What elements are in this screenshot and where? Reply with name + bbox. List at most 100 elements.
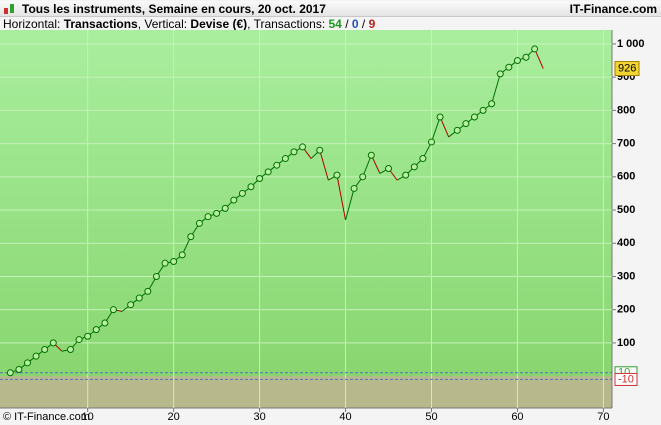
reference-value: -10 xyxy=(618,373,634,385)
y-tick-label: 800 xyxy=(617,104,635,116)
point xyxy=(488,100,496,108)
point xyxy=(531,45,539,53)
y-tick-label: 100 xyxy=(617,337,635,349)
segment xyxy=(534,48,544,69)
point xyxy=(41,346,49,354)
point xyxy=(496,70,504,78)
point xyxy=(333,171,341,179)
point xyxy=(109,306,117,314)
point xyxy=(316,146,324,154)
point xyxy=(453,126,461,134)
negative-area xyxy=(0,376,612,408)
y-tick-label: 400 xyxy=(617,237,635,249)
point xyxy=(256,174,264,182)
point xyxy=(161,259,169,267)
point xyxy=(385,165,393,173)
y-tick-label: 200 xyxy=(617,304,635,316)
y-tick-label: 300 xyxy=(617,270,635,282)
point xyxy=(49,339,57,347)
point xyxy=(402,171,410,179)
point xyxy=(66,346,74,354)
point xyxy=(436,113,444,121)
point xyxy=(221,204,229,212)
subtitle-part: 9 xyxy=(368,17,376,31)
subtitle-part: 54 xyxy=(328,17,342,31)
point xyxy=(75,336,83,344)
subtitle-part: , Vertical: xyxy=(137,17,191,31)
reference-box xyxy=(614,372,638,386)
source: IT-Finance.com xyxy=(569,2,657,16)
x-tick-label: 70 xyxy=(597,411,609,423)
y-tick-label: 1 000 xyxy=(617,38,645,50)
point xyxy=(299,143,307,151)
point xyxy=(505,63,513,71)
point xyxy=(479,106,487,114)
point xyxy=(359,173,367,181)
point xyxy=(513,57,521,65)
title-bar: Tous les instruments, Semaine en cours, … xyxy=(0,1,661,17)
point xyxy=(419,155,427,163)
point xyxy=(281,155,289,163)
last-value: 926 xyxy=(618,62,636,74)
point xyxy=(367,151,375,159)
point xyxy=(84,332,92,340)
segment xyxy=(336,175,347,221)
point xyxy=(204,213,212,221)
reference-label: -10 xyxy=(614,372,638,386)
point xyxy=(152,272,160,280)
icon xyxy=(4,4,14,14)
y-tick-label: 500 xyxy=(617,204,635,216)
x-tick-label: 60 xyxy=(511,411,523,423)
subtitle-part: Horizontal: xyxy=(3,17,64,31)
point xyxy=(427,138,435,146)
subtitle-part: / xyxy=(358,17,369,31)
point xyxy=(350,184,358,192)
point xyxy=(187,233,195,241)
x-tick-label: 50 xyxy=(425,411,437,423)
point xyxy=(213,209,221,217)
point xyxy=(144,287,152,295)
point xyxy=(238,189,246,197)
right-axis xyxy=(612,30,661,408)
subtitle-part: Transactions xyxy=(63,17,138,31)
last-value-box xyxy=(614,61,640,77)
subtitle-part: / xyxy=(341,17,352,31)
subtitle-part: Devise (€) xyxy=(190,17,248,31)
segment xyxy=(362,155,372,178)
point xyxy=(135,294,143,302)
copyright: © IT-Finance.com xyxy=(3,411,90,423)
point xyxy=(92,326,100,334)
x-tick-label: 20 xyxy=(168,411,180,423)
point xyxy=(470,113,478,121)
point xyxy=(522,53,530,61)
point xyxy=(230,196,238,204)
x-tick-label: 10 xyxy=(82,411,94,423)
x-tick-label: 30 xyxy=(253,411,265,423)
point xyxy=(170,258,178,266)
subtitle-part: , Transactions: xyxy=(247,17,329,31)
point xyxy=(127,301,135,309)
y-tick-label: 700 xyxy=(617,138,635,150)
title: Tous les instruments, Semaine en cours, … xyxy=(22,2,326,16)
point xyxy=(6,369,14,377)
plot-area xyxy=(0,30,612,408)
point xyxy=(273,161,281,169)
subtitle: Horizontal: Transactions, Vertical: Devi… xyxy=(3,17,661,31)
subtitle-part: 0 xyxy=(351,17,359,31)
segment xyxy=(439,116,450,138)
segment xyxy=(431,116,441,143)
point xyxy=(101,319,109,327)
point xyxy=(410,163,418,171)
point xyxy=(264,168,272,176)
segment xyxy=(319,150,329,181)
point xyxy=(178,251,186,259)
segment xyxy=(491,73,501,104)
point xyxy=(247,183,255,191)
point xyxy=(32,352,40,360)
y-tick-label: 600 xyxy=(617,171,635,183)
point xyxy=(15,365,23,373)
point xyxy=(290,148,298,156)
point xyxy=(195,219,203,227)
